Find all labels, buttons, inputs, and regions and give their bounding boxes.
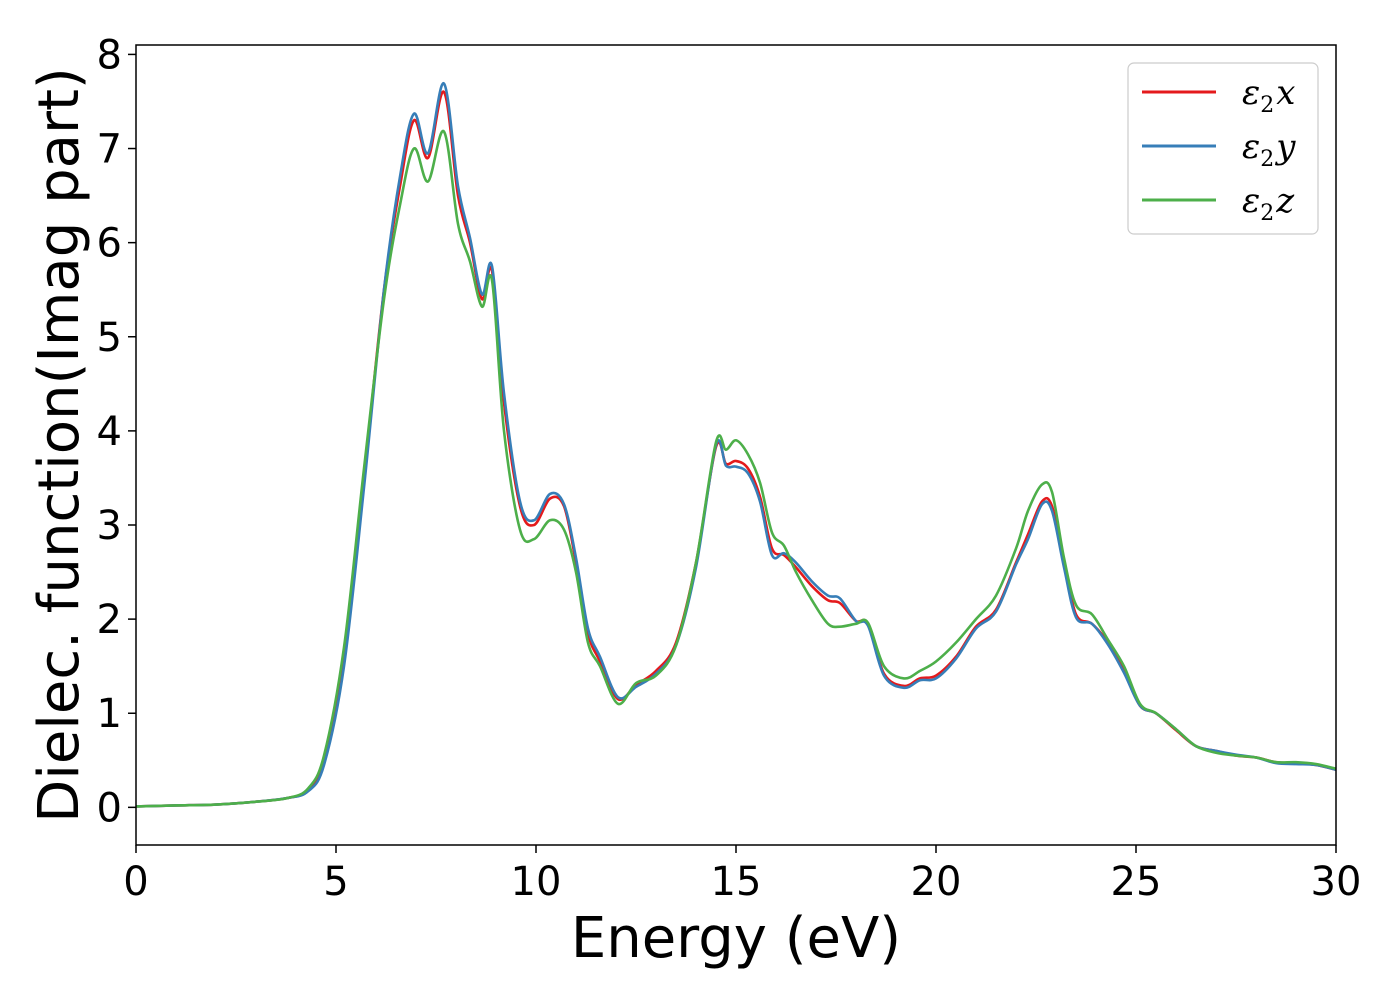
legend: ε2x ε2y ε2z: [1127, 62, 1319, 235]
legend-box: [1127, 62, 1319, 235]
y-tick-label: 8: [97, 32, 122, 78]
y-tick-label: 2: [97, 597, 122, 643]
x-tick-label: 0: [123, 859, 148, 905]
plot-area: [136, 82, 1336, 808]
y-tick-label: 5: [97, 315, 122, 361]
x-tick-label: 15: [711, 859, 762, 905]
axis-ticks: 0 5 10 15 20 25 30 0 1 2 3 4 5 6 7 8: [97, 32, 1362, 905]
y-tick-label: 6: [97, 221, 122, 267]
legend-label-y: ε2y: [1242, 127, 1296, 172]
y-tick-label: 0: [97, 785, 122, 831]
x-tick-label: 20: [911, 859, 962, 905]
x-axis-title: Energy (eV): [571, 906, 901, 971]
y-tick-label: 1: [97, 691, 122, 737]
y-axis-title: Dielec. function(Imag part): [27, 67, 92, 823]
y-tick-label: 4: [97, 409, 122, 455]
series-line-z: [136, 130, 1336, 808]
y-tick-label: 3: [97, 503, 122, 549]
series-line-y: [136, 82, 1336, 808]
x-tick-label: 30: [1311, 859, 1362, 905]
legend-label-x: ε2x: [1242, 73, 1295, 118]
x-tick-label: 5: [323, 859, 348, 905]
x-tick-label: 25: [1111, 859, 1162, 905]
x-tick-label: 10: [511, 859, 562, 905]
legend-label-z: ε2z: [1242, 181, 1295, 226]
y-tick-label: 7: [97, 127, 122, 173]
